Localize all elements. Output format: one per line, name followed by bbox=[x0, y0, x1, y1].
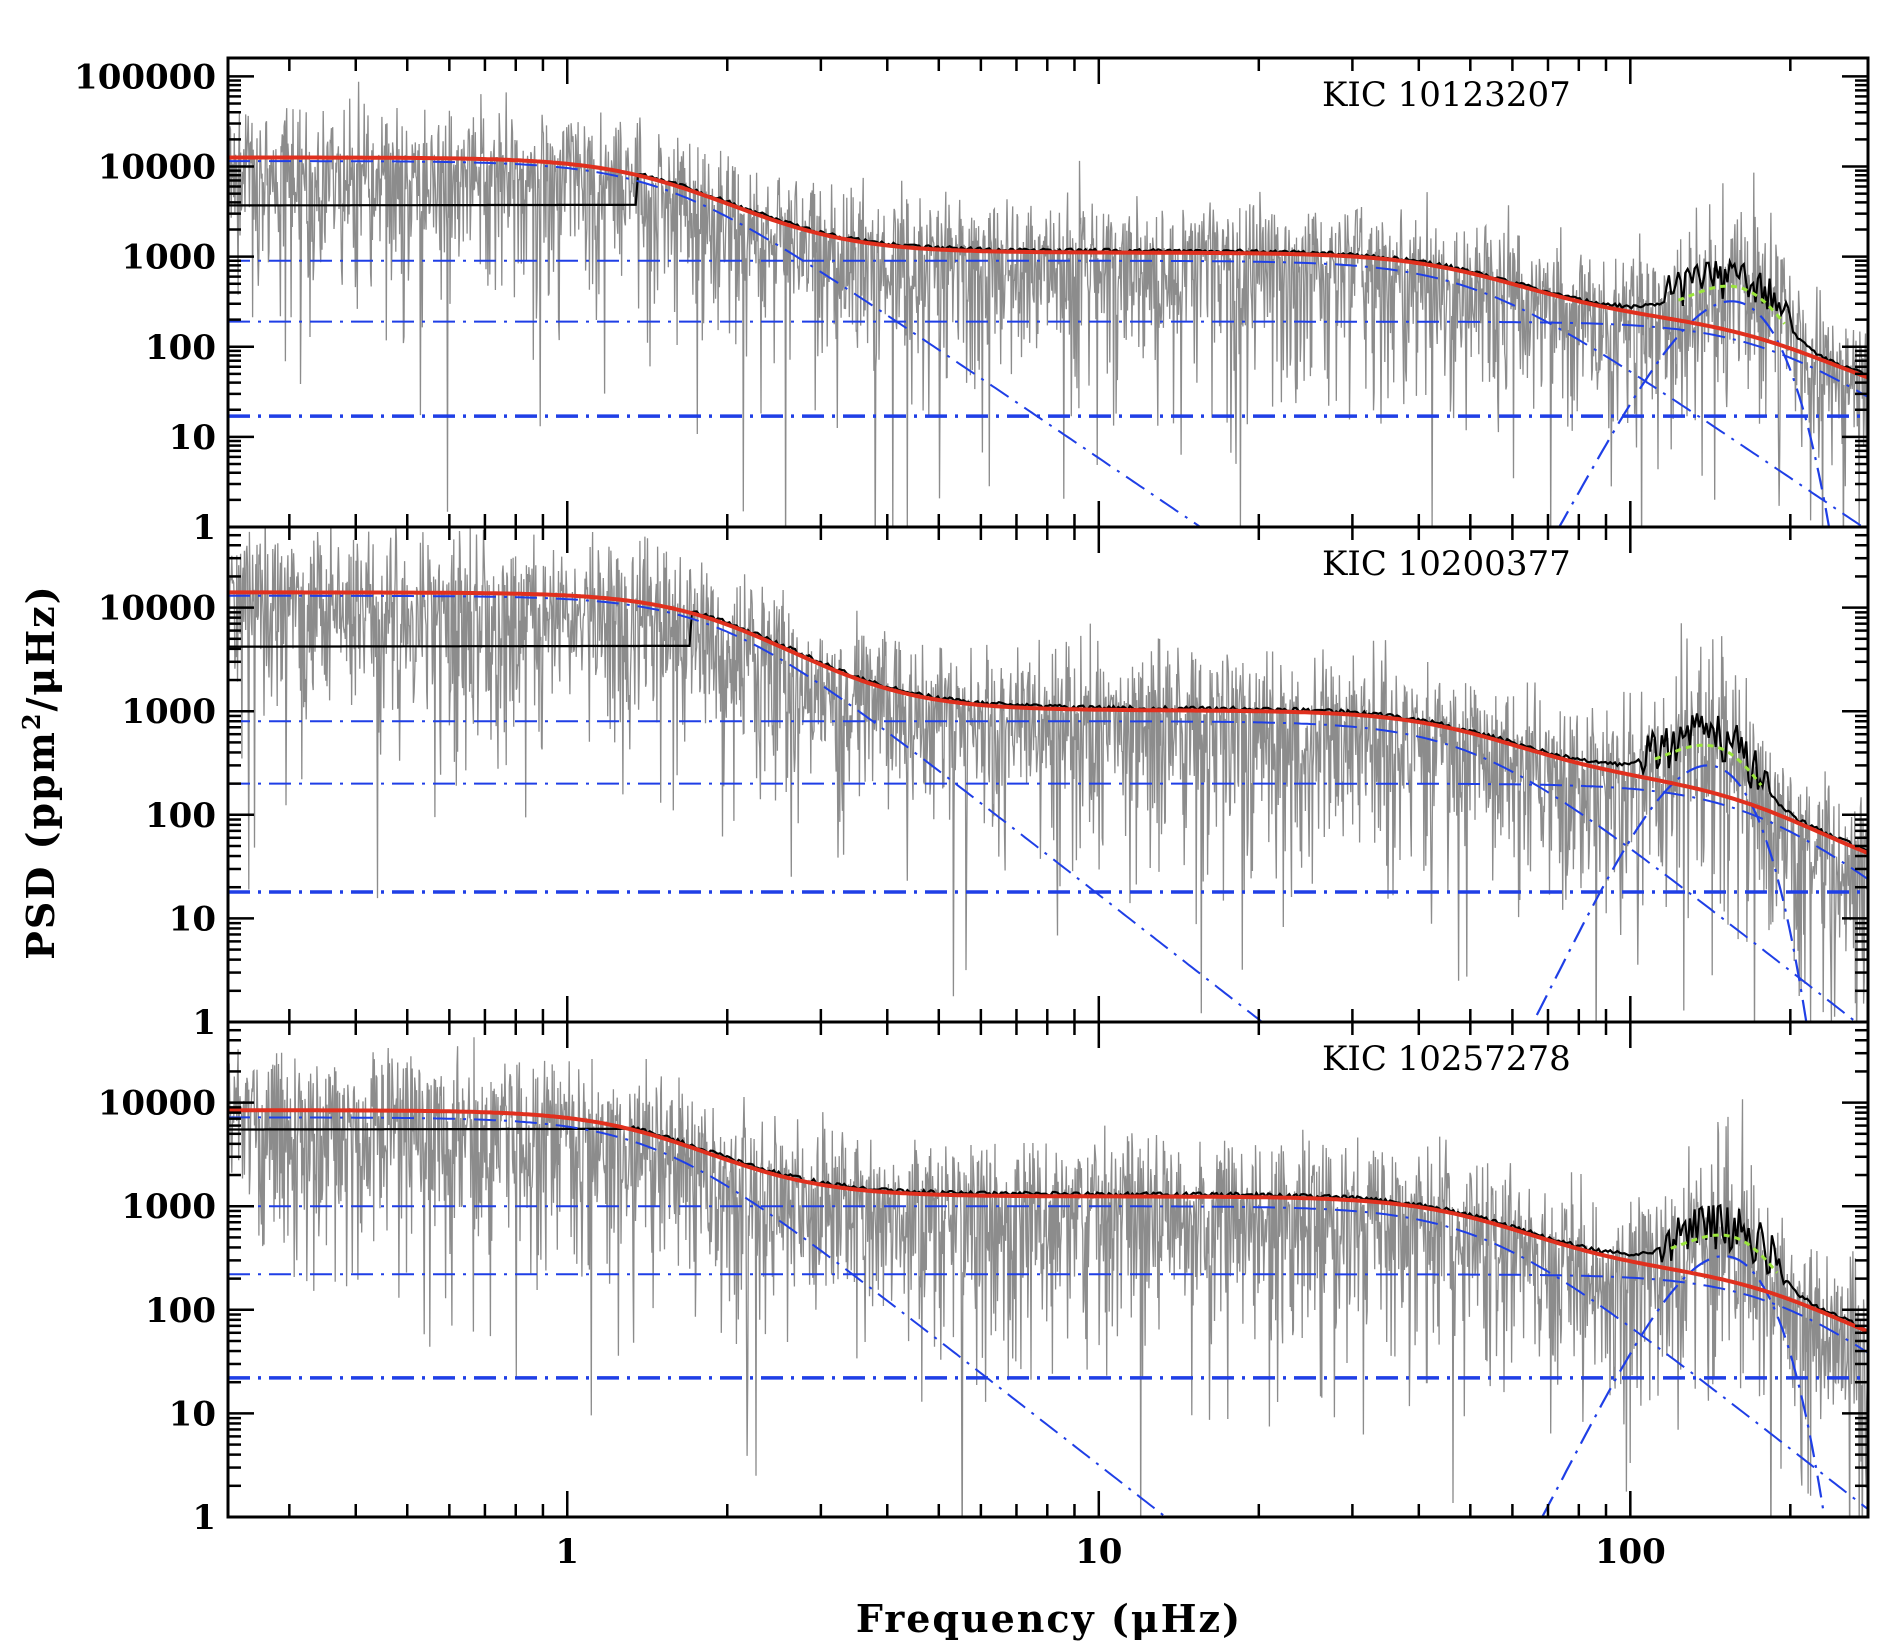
y-axis-title-end: /μHz) bbox=[18, 584, 63, 711]
panel-3: 10000 1000 100 10 1 KIC 10257278 1 10 100 bbox=[98, 1020, 1870, 1572]
y-tick-label: 1000 bbox=[121, 692, 216, 732]
mode-envelope-fit bbox=[1654, 743, 1763, 787]
panel-title: KIC 10200377 bbox=[1322, 544, 1571, 584]
y-tick-label: 1 bbox=[192, 508, 216, 548]
y-axis-title-superscript: 2 bbox=[17, 711, 46, 730]
oscillation-envelope bbox=[1532, 764, 1808, 1022]
y-tick-label: 10000 bbox=[98, 589, 216, 629]
raw-spectrum-series bbox=[228, 527, 1868, 1022]
y-tick-label: 1000 bbox=[121, 1187, 216, 1227]
panel-title: KIC 10257278 bbox=[1322, 1039, 1571, 1079]
background-component-2 bbox=[228, 259, 1865, 527]
plot-area bbox=[228, 527, 1868, 1022]
background-component-1 bbox=[228, 1116, 1168, 1517]
plot-area bbox=[228, 81, 1868, 527]
panel-1: 100000 10000 1000 100 10 1 KIC 10123207 bbox=[74, 56, 1870, 548]
plot-area bbox=[228, 1037, 1868, 1517]
y-tick-label: 10 bbox=[169, 899, 216, 939]
y-axis-title: PSD (ppm2/μHz) bbox=[17, 584, 63, 959]
mode-envelope-fit bbox=[1670, 1233, 1779, 1274]
y-tick-label: 100000 bbox=[74, 57, 216, 97]
background-component-1 bbox=[228, 160, 1203, 527]
background-component-2 bbox=[228, 1205, 1868, 1510]
y-axis-title-main: PSD (ppm bbox=[18, 730, 63, 960]
panel-2: 10000 1000 100 10 1 KIC 10200377 bbox=[98, 525, 1870, 1043]
y-tick-label: 1 bbox=[192, 1498, 216, 1538]
global-fit-series bbox=[228, 1108, 1868, 1334]
y-tick-label: 100 bbox=[145, 328, 216, 368]
y-tick-label: 10000 bbox=[98, 148, 216, 188]
x-tick-label: 1 bbox=[555, 1532, 579, 1572]
y-tick-label: 100 bbox=[145, 796, 216, 836]
background-component-3 bbox=[228, 320, 1868, 398]
y-tick-label: 10 bbox=[169, 418, 216, 458]
global-fit-series bbox=[228, 155, 1868, 380]
x-tick-label: 100 bbox=[1595, 1532, 1666, 1572]
x-axis-title: Frequency (μHz) bbox=[856, 1596, 1242, 1641]
y-tick-label: 1 bbox=[192, 1003, 216, 1043]
y-tick-label: 10 bbox=[169, 1394, 216, 1434]
raw-spectrum-series bbox=[228, 1037, 1868, 1517]
x-tick-label: 10 bbox=[1075, 1532, 1122, 1572]
mode-envelope-fit bbox=[1677, 284, 1786, 325]
background-component-3 bbox=[228, 1273, 1868, 1354]
panel-title: KIC 10123207 bbox=[1322, 75, 1571, 115]
y-tick-label: 100 bbox=[145, 1291, 216, 1331]
y-tick-label: 1000 bbox=[121, 238, 216, 278]
global-fit-series bbox=[228, 590, 1868, 855]
background-component-3 bbox=[228, 782, 1868, 881]
smoothed-spectrum-series bbox=[228, 610, 1868, 852]
background-component-2 bbox=[228, 720, 1858, 1022]
raw-spectrum-series bbox=[228, 81, 1868, 527]
y-tick-label: 10000 bbox=[98, 1084, 216, 1124]
